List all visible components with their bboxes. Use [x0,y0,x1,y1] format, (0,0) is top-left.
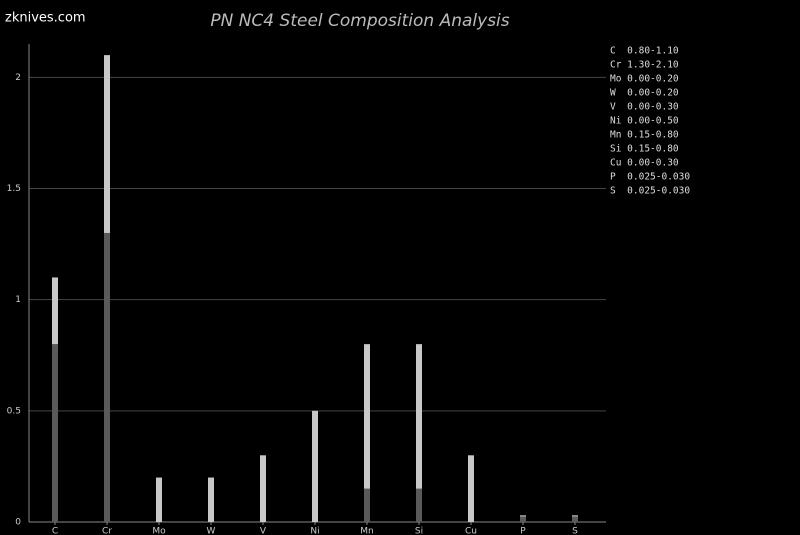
range-annotation: Mo 0.00-0.20 [610,74,679,85]
range-bar [52,277,58,345]
x-tick-label: Si [415,527,423,535]
y-tick-label: 2 [15,73,21,83]
min-bar [52,344,58,522]
y-tick-label: 0.5 [7,406,21,416]
min-bar [416,488,422,522]
y-tick-label: 0 [15,518,21,528]
min-bar [572,516,578,522]
range-bar [468,455,474,522]
chart-title: PN NC4 Steel Composition Analysis [210,11,509,31]
min-bar [364,488,370,522]
x-tick-label: Mo [152,527,166,535]
range-bar [364,344,370,489]
range-bar [520,515,526,517]
range-bar [416,344,422,489]
range-annotation: S 0.025-0.030 [610,186,690,197]
range-annotation: C 0.80-1.10 [610,46,679,57]
x-tick-label: W [207,527,216,535]
range-bar [208,477,214,522]
min-bar [104,232,110,522]
x-tick-label: Mn [360,527,373,535]
x-tick-label: Cr [102,527,112,535]
range-annotation: W 0.00-0.20 [610,88,679,99]
range-bar [156,477,162,522]
range-annotation: Cr 1.30-2.10 [610,60,679,71]
range-bar [104,55,110,233]
range-annotation: Ni 0.00-0.50 [610,116,679,127]
x-tick-label: Ni [310,527,319,535]
min-bar [520,516,526,522]
x-tick-label: Cu [465,527,477,535]
x-tick-label: S [572,527,578,535]
range-annotation: V 0.00-0.30 [610,102,679,113]
x-tick-label: V [260,527,267,535]
range-bar [260,455,266,522]
y-tick-label: 1 [15,295,21,305]
x-tick-label: P [520,527,526,535]
watermark: zknives.com [5,11,86,26]
x-tick-label: C [52,527,58,535]
range-annotation: P 0.025-0.030 [610,172,690,183]
y-tick-label: 1.5 [7,184,21,194]
range-bar [572,515,578,517]
range-bar [312,410,318,522]
range-annotation: Si 0.15-0.80 [610,144,679,155]
range-annotation: Mn 0.15-0.80 [610,130,679,141]
range-annotation: Cu 0.00-0.30 [610,158,679,169]
